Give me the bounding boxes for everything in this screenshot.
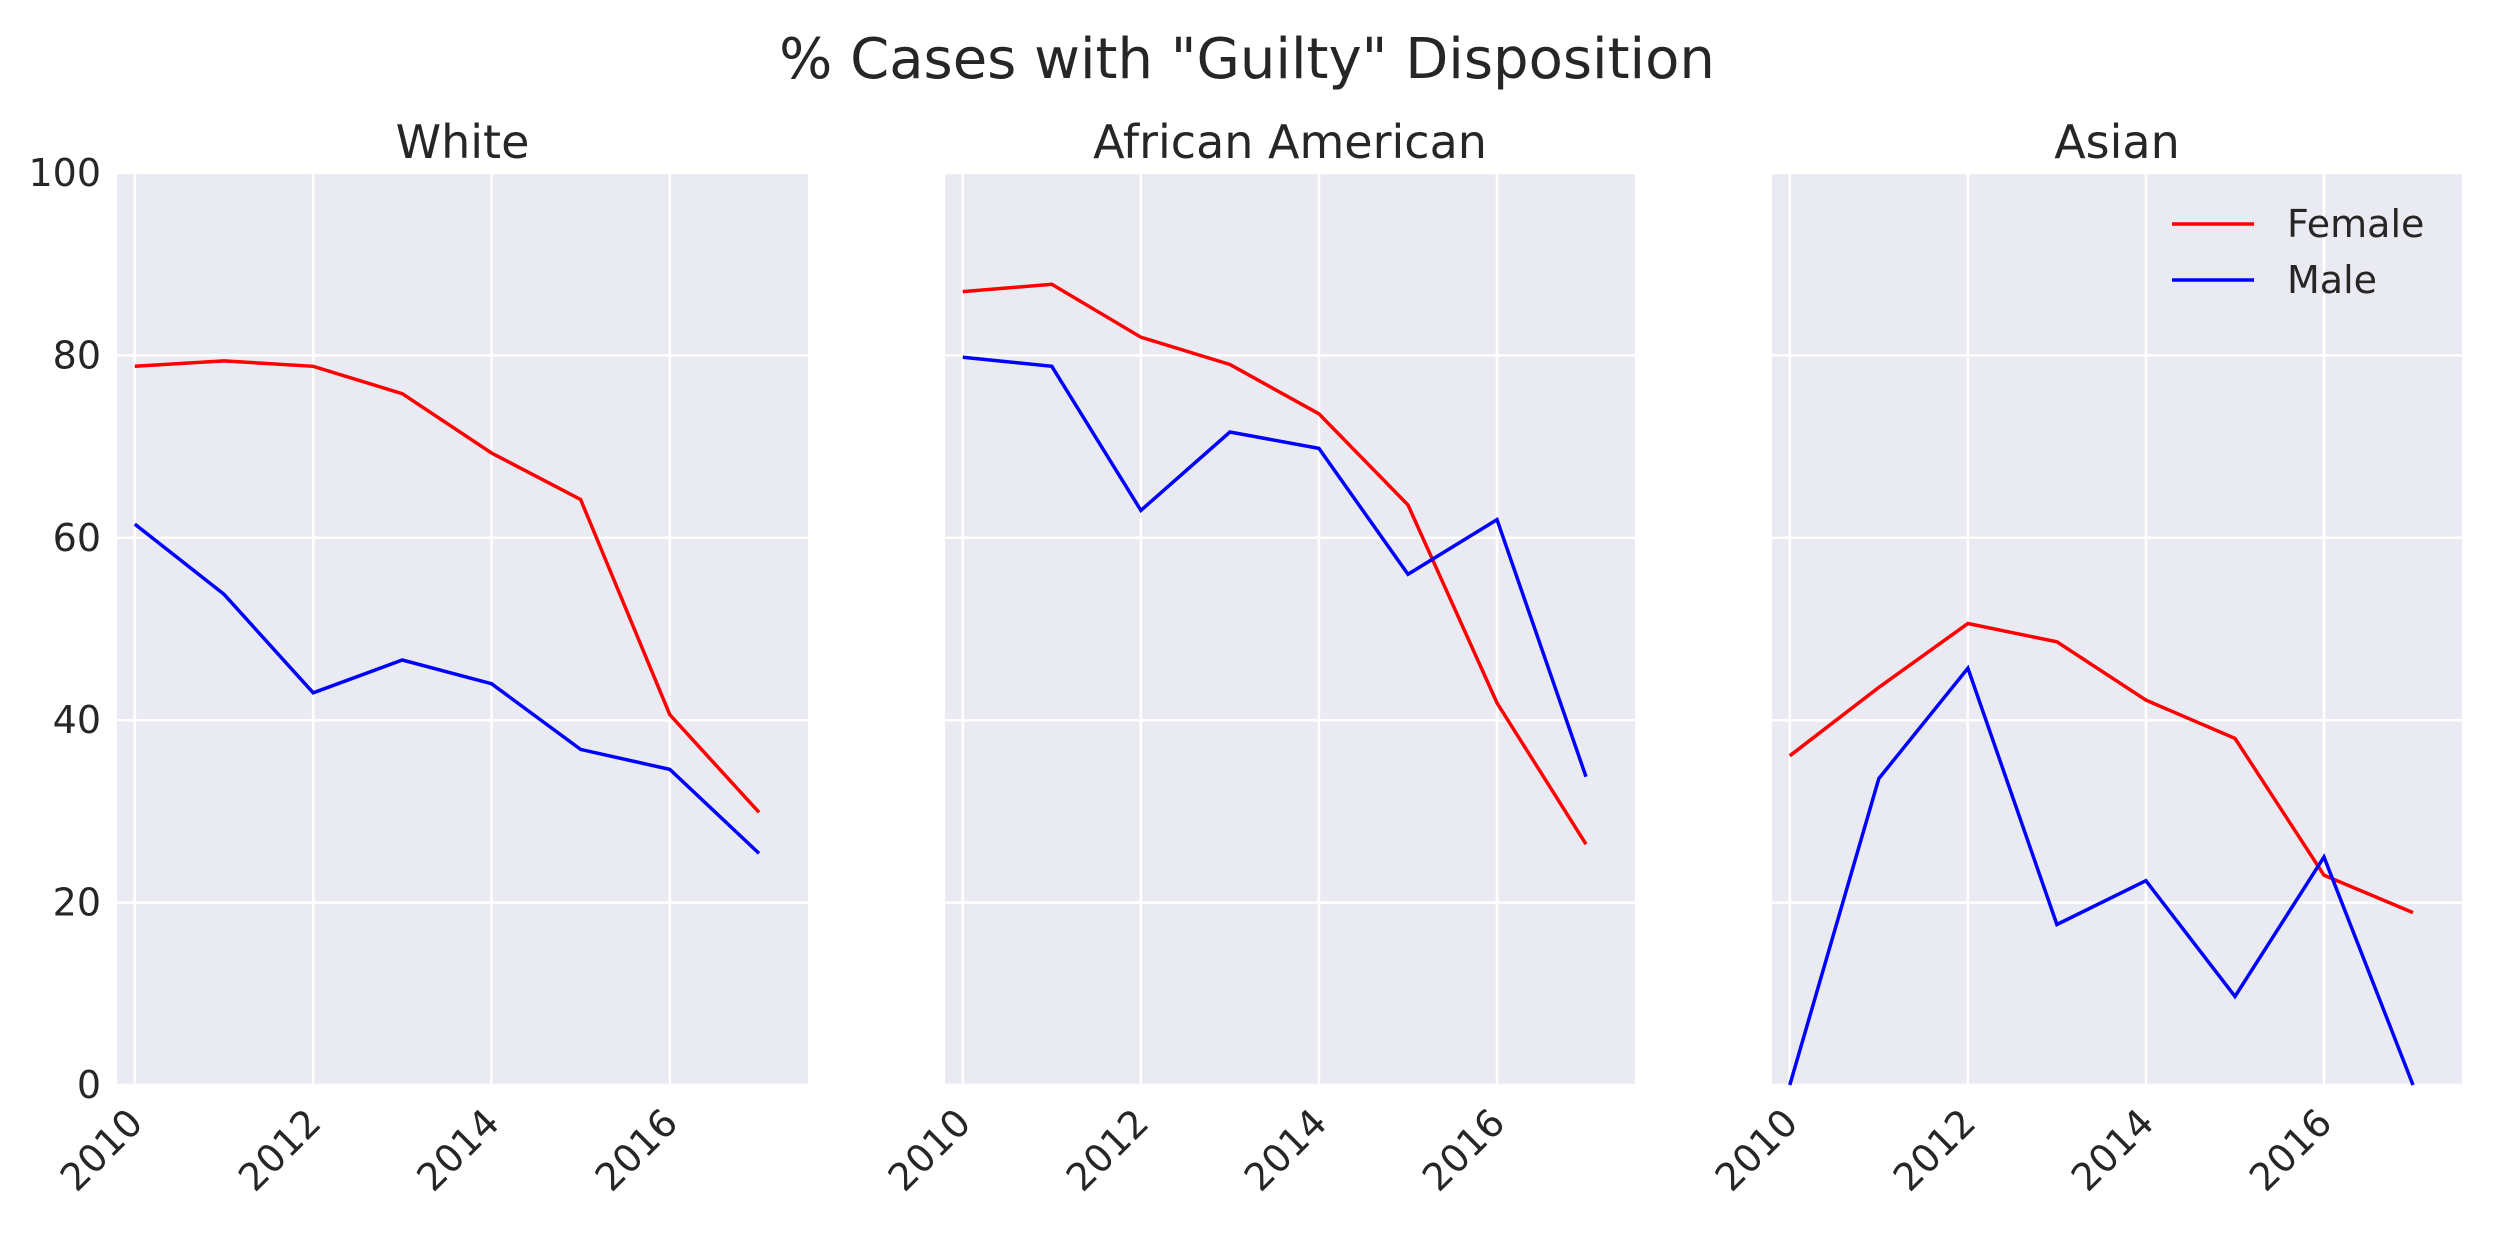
legend-label-female: Female [2287,202,2424,246]
plot-area-african-american [945,173,1635,1085]
y-tick-label: 60 [53,516,101,560]
x-tick-label: 2014 [408,1100,508,1200]
series-line-male-african-american [962,355,1588,778]
panel-title-asian: Asian [2054,115,2180,169]
panel-title-african-american: African American [1093,115,1487,169]
panel-asian: Asian 2010 2012 2014 2016 Female Male [1707,115,2462,1200]
x-tick-label: 2012 [230,1100,330,1200]
y-tick-label: 100 [28,151,101,195]
x-tick-label: 2010 [880,1100,980,1200]
panel-african-american: African American 2010 2012 2014 2016 [880,115,1635,1200]
x-tick-label: 2014 [1236,1100,1336,1200]
x-tick-label: 2014 [2063,1100,2163,1200]
panel-white: White 0 20 40 60 80 100 2010 2012 2014 2016 [28,115,808,1200]
y-tick-label: 0 [77,1063,101,1107]
series-line-female-african-american [962,282,1588,846]
series-line-female-white [134,359,761,814]
x-tick-label: 2010 [52,1100,152,1200]
series-line-male-asian [1788,664,2415,1086]
x-tick-label: 2012 [1058,1100,1158,1200]
panel-title-white: White [396,115,530,169]
chart-title: % Cases with "Guilty" Disposition [779,27,1715,92]
x-tick-label: 2010 [1707,1100,1807,1200]
x-tick-label: 2016 [1414,1100,1514,1200]
x-tick-label: 2016 [2241,1100,2341,1200]
plot-area-white [117,173,808,1085]
plot-area-asian [1772,173,2462,1085]
x-tick-label: 2012 [1885,1100,1985,1200]
x-tick-label: 2016 [587,1100,687,1200]
y-tick-label: 80 [53,333,101,377]
legend: Female Male [2172,202,2424,302]
legend-label-male: Male [2287,258,2377,302]
y-tick-label: 20 [53,881,101,925]
series-line-female-asian [1788,621,2414,915]
y-tick-label: 40 [53,698,101,742]
series-line-male-white [133,522,761,855]
